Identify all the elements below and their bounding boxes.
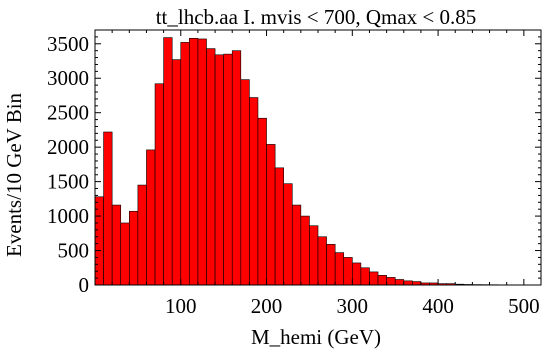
histogram-bar xyxy=(249,97,259,286)
histogram-bar xyxy=(377,275,387,286)
histogram-bar xyxy=(309,225,319,286)
histogram-bar xyxy=(266,144,276,286)
x-tick-label: 100 xyxy=(165,294,197,318)
x-tick-label: 300 xyxy=(337,294,369,318)
y-tick-label: 3500 xyxy=(47,32,89,56)
histogram-bar xyxy=(137,184,147,286)
histogram-bar xyxy=(154,83,164,286)
histogram-bar xyxy=(120,222,130,286)
y-tick-label: 2000 xyxy=(47,135,89,159)
y-axis-label: Events/10 GeV Bin xyxy=(2,92,26,257)
histogram-bar xyxy=(223,53,233,286)
histogram-bar xyxy=(386,277,396,286)
histogram-bar xyxy=(189,37,199,286)
histogram-bar xyxy=(369,271,379,286)
histogram-bar xyxy=(111,204,122,286)
histogram-bar xyxy=(257,117,267,286)
y-tick-label: 1500 xyxy=(47,170,89,194)
y-tick-label: 0 xyxy=(79,273,90,297)
histogram-bar xyxy=(403,280,413,286)
x-tick-label: 200 xyxy=(251,294,283,318)
histogram-bar xyxy=(283,183,293,286)
x-axis-label: M_hemi (GeV) xyxy=(251,325,381,349)
histogram-bar xyxy=(103,131,113,286)
histogram-bar xyxy=(129,210,139,286)
histogram-bar xyxy=(317,236,327,286)
histogram-bar xyxy=(274,167,284,286)
histogram-bar xyxy=(300,215,310,286)
y-tick-label: 2500 xyxy=(47,101,89,125)
ticks-group: 100 200 300 400 500 0 500 1000 1500 2000 2500 3000 3… xyxy=(47,30,541,318)
bars-group xyxy=(94,37,542,286)
histogram-bar xyxy=(240,79,250,286)
histogram-bar xyxy=(197,38,207,286)
chart-title: tt_lhcb.aa I. mvis < 700, Qmax < 0.85 xyxy=(156,5,477,29)
x-tick-label: 400 xyxy=(422,294,454,318)
x-tick-label: 500 xyxy=(508,294,540,318)
histogram-bar xyxy=(394,279,405,286)
y-tick-label: 1000 xyxy=(47,204,89,228)
y-tick-label: 500 xyxy=(58,239,90,263)
histogram-bar xyxy=(326,244,336,286)
y-tick-label: 3000 xyxy=(47,66,89,90)
histogram-bar xyxy=(360,267,370,286)
histogram-bar xyxy=(146,149,156,286)
histogram-bar xyxy=(352,262,362,286)
plot-frame xyxy=(94,29,542,286)
histogram-bar xyxy=(163,37,173,286)
histogram-bar xyxy=(94,196,104,286)
histogram-bar xyxy=(214,54,224,286)
histogram-bar xyxy=(412,281,422,286)
histogram-bar xyxy=(291,204,302,286)
histogram-bar xyxy=(206,48,216,286)
histogram-bar xyxy=(180,42,190,286)
histogram-bar xyxy=(343,257,353,286)
histogram-bar xyxy=(231,50,242,286)
histogram-bar xyxy=(334,252,345,286)
histogram-bar xyxy=(171,59,182,286)
